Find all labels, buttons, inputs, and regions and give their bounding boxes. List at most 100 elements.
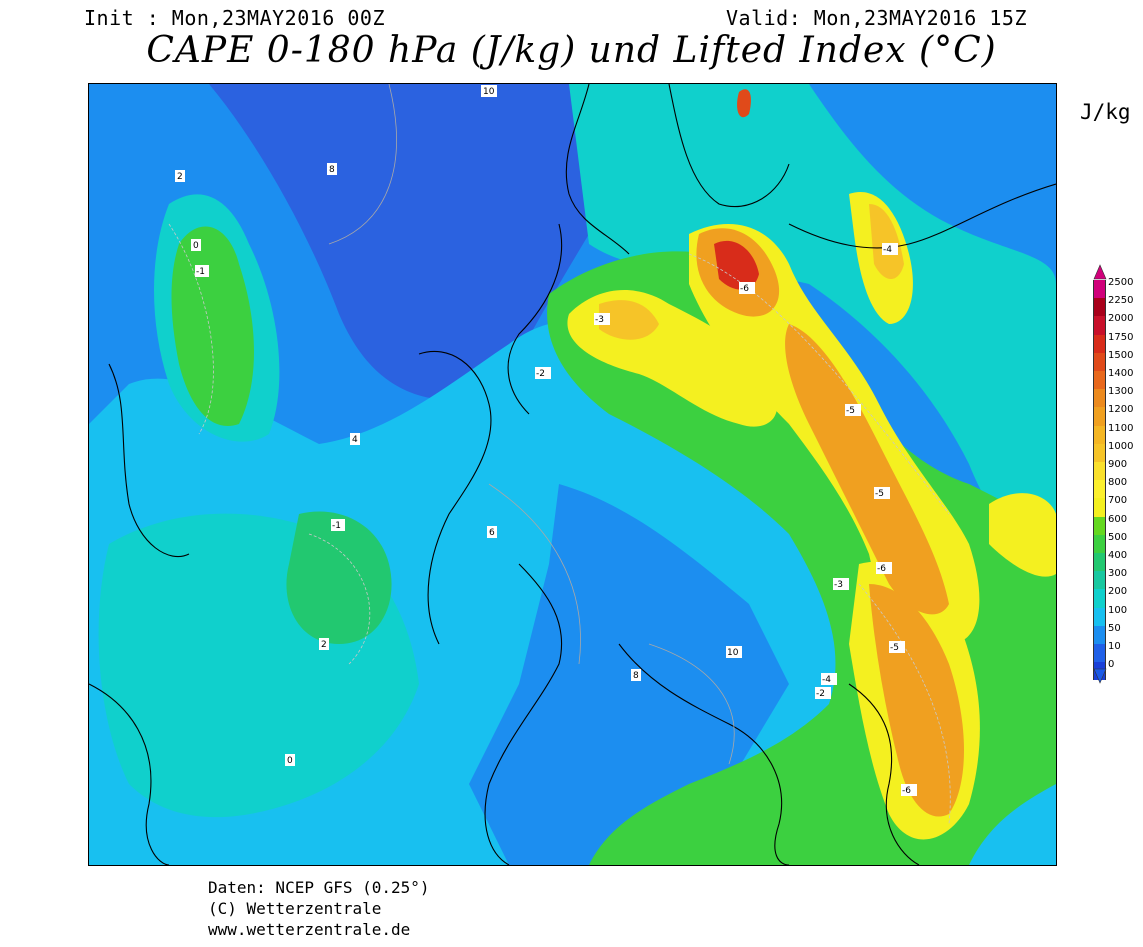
scale-swatch <box>1093 534 1106 553</box>
scale-swatch <box>1093 480 1106 499</box>
map-label: -2 <box>535 367 551 379</box>
scale-swatch <box>1093 553 1106 572</box>
svg-text:-3: -3 <box>834 580 843 590</box>
svg-text:2: 2 <box>177 172 183 182</box>
map-label: -5 <box>889 641 905 653</box>
svg-text:-6: -6 <box>877 564 886 574</box>
valid-time: Valid: Mon,23MAY2016 15Z <box>726 6 1027 30</box>
svg-text:0: 0 <box>287 756 293 766</box>
scale-label: 300 <box>1108 568 1128 580</box>
init-time: Init : Mon,23MAY2016 00Z <box>84 6 385 30</box>
svg-text:-1: -1 <box>332 521 341 531</box>
scale-label: 1200 <box>1108 404 1134 416</box>
svg-text:6: 6 <box>489 528 495 538</box>
scale-swatch <box>1093 498 1106 517</box>
map-label: -4 <box>821 673 837 685</box>
svg-text:-5: -5 <box>890 643 899 653</box>
scale-label: 1400 <box>1108 368 1134 379</box>
scale-label: 900 <box>1108 459 1128 470</box>
scale-swatch <box>1093 443 1106 462</box>
svg-text:-5: -5 <box>846 406 855 416</box>
svg-text:-6: -6 <box>740 284 749 294</box>
map-label: 8 <box>631 669 641 681</box>
map-label: -4 <box>882 243 898 255</box>
scale-swatch <box>1093 462 1106 481</box>
unit-label: J/kg <box>1080 100 1131 124</box>
map-label: 0 <box>191 239 201 251</box>
map-label: 2 <box>175 170 185 182</box>
svg-text:-3: -3 <box>595 315 604 325</box>
map-label: -6 <box>901 784 917 796</box>
svg-text:-2: -2 <box>816 689 825 699</box>
map-label: -6 <box>876 562 892 574</box>
scale-swatch <box>1093 352 1106 371</box>
scale-label: 200 <box>1108 586 1128 598</box>
credits: Daten: NCEP GFS (0.25°) (C) Wetterzentra… <box>208 877 430 940</box>
map-title: CAPE 0-180 hPa (J/kg) und Lifted Index (… <box>146 30 997 71</box>
credits-data-source: Daten: NCEP GFS (0.25°) <box>208 878 430 897</box>
svg-text:0: 0 <box>193 241 199 251</box>
scale-label: 800 <box>1108 477 1128 489</box>
scale-swatch <box>1093 298 1106 317</box>
map-label: -3 <box>594 313 610 325</box>
svg-text:-4: -4 <box>883 245 892 255</box>
scale-label: 1500 <box>1108 349 1134 361</box>
svg-text:2: 2 <box>321 640 327 650</box>
scale-top-arrow <box>1093 264 1107 280</box>
scale-label: 100 <box>1108 604 1128 616</box>
svg-text:-6: -6 <box>902 786 911 796</box>
scale-bottom-arrow <box>1093 668 1107 684</box>
scale-swatch <box>1093 644 1106 663</box>
credits-copyright: (C) Wetterzentrale <box>208 899 382 918</box>
scale-swatch <box>1093 280 1106 299</box>
scale-label: 1750 <box>1108 331 1134 343</box>
map-label: -6 <box>739 282 755 294</box>
map-label: -5 <box>874 487 890 499</box>
scale-label: 50 <box>1108 622 1121 634</box>
scale-label: 2000 <box>1108 313 1134 325</box>
scale-swatch <box>1093 425 1106 444</box>
map-label: 10 <box>481 85 497 97</box>
scale-swatch <box>1093 516 1106 535</box>
scale-label: 2500 <box>1108 277 1134 288</box>
scale-swatch <box>1093 316 1106 335</box>
svg-text:-5: -5 <box>875 489 884 499</box>
svg-text:10: 10 <box>483 87 495 97</box>
svg-text:8: 8 <box>329 165 335 175</box>
map-label: 4 <box>350 433 360 445</box>
svg-text:-1: -1 <box>196 267 205 277</box>
scale-swatch <box>1093 407 1106 426</box>
credits-website[interactable]: www.wetterzentrale.de <box>208 920 411 939</box>
map-label: -1 <box>195 265 209 277</box>
map-label: 8 <box>327 163 337 175</box>
scale-swatch <box>1093 571 1106 590</box>
svg-text:10: 10 <box>727 648 739 658</box>
scale-label: 700 <box>1108 495 1128 507</box>
scale-swatch <box>1093 607 1106 626</box>
scale-swatch <box>1093 334 1106 353</box>
scale-swatch <box>1093 389 1106 408</box>
map-label: -2 <box>815 687 831 699</box>
scale-label: 10 <box>1108 641 1121 652</box>
scale-label: 600 <box>1108 513 1128 525</box>
map-label: -5 <box>845 404 861 416</box>
scale-label: 1000 <box>1108 440 1134 452</box>
scale-label: 400 <box>1108 550 1128 561</box>
cape-map[interactable]: 10 8 2 0 -1 4 6 -2 -3 -4 -5 -6 10 -1 8 -… <box>88 83 1057 866</box>
scale-label: 0 <box>1108 659 1115 671</box>
svg-text:4: 4 <box>352 435 358 445</box>
map-label: 0 <box>285 754 295 766</box>
scale-swatch <box>1093 371 1106 390</box>
map-label: 2 <box>319 638 329 650</box>
svg-text:8: 8 <box>633 671 639 681</box>
scale-label: 500 <box>1108 531 1128 543</box>
map-label: -1 <box>331 519 345 531</box>
svg-text:-2: -2 <box>536 369 545 379</box>
scale-swatch <box>1093 625 1106 644</box>
map-label: 6 <box>487 526 497 538</box>
scale-label: 1100 <box>1108 422 1134 434</box>
scale-label: 1300 <box>1108 386 1134 398</box>
color-scale: 2500 2250 2000 1750 1500 1400 1300 1200 1100 1000… <box>1093 264 1143 684</box>
scale-swatch <box>1093 589 1106 608</box>
svg-text:-4: -4 <box>822 675 831 685</box>
